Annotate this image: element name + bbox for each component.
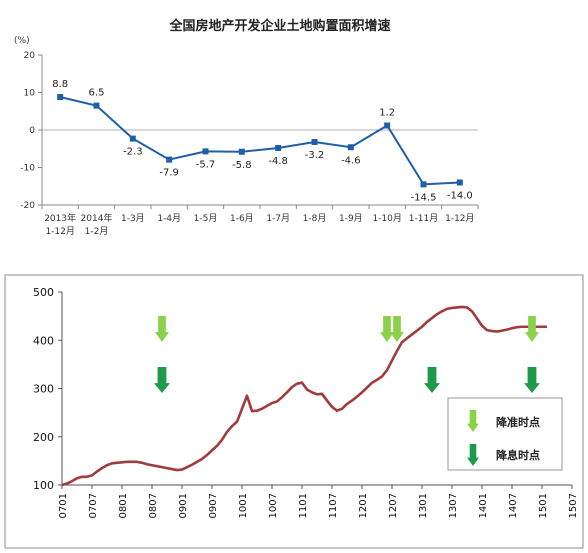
top-x-tick-label: 1-10月 bbox=[372, 213, 401, 224]
bottom-x-tick-label: 1201 bbox=[358, 493, 369, 518]
top-x-tick-label: 1-6月 bbox=[230, 213, 254, 224]
rate-cut-arrow bbox=[524, 367, 540, 393]
top-data-label: -5.7 bbox=[196, 159, 216, 170]
top-data-point bbox=[347, 144, 354, 151]
top-y-tick-label: 20 bbox=[24, 51, 36, 61]
bottom-x-tick-label: 1407 bbox=[508, 493, 519, 518]
bottom-x-tick-label: 0901 bbox=[178, 493, 189, 518]
bottom-x-tick-label: 1107 bbox=[328, 493, 339, 518]
land-purchase-growth-chart: 全国房地产开发企业土地购置面积增速 (%) 20 10 0 -10 -20 8.8 6.5… bbox=[14, 18, 479, 237]
top-data-label: -14.5 bbox=[411, 192, 437, 203]
bottom-x-tick-label: 1207 bbox=[388, 493, 399, 518]
bottom-y-tick-label: 200 bbox=[33, 431, 54, 444]
top-data-point bbox=[275, 145, 282, 151]
top-data-point bbox=[420, 181, 427, 188]
bottom-x-tick-label: 1001 bbox=[238, 493, 249, 518]
top-x-tick-label: 1-12月 bbox=[445, 213, 474, 224]
top-data-point bbox=[57, 94, 64, 100]
top-data-label: -4.8 bbox=[268, 156, 288, 167]
bottom-chart-series bbox=[61, 305, 547, 487]
top-data-label: -14.0 bbox=[447, 191, 473, 202]
bottom-x-tick-label: 1007 bbox=[268, 493, 279, 518]
top-y-tick-label: 0 bbox=[29, 126, 35, 136]
top-data-label: -7.9 bbox=[159, 168, 179, 179]
bottom-x-tick-label: 1501 bbox=[538, 493, 549, 518]
top-x-tick-label: 2014年 bbox=[81, 212, 113, 224]
top-chart-x-ticks: 2013年 1-12月 2014年 1-2月 1-3月 1-4月 1-5月 1-6月 1-7月 1… bbox=[44, 212, 474, 237]
top-x-tick-label: 1-8月 bbox=[303, 213, 327, 224]
top-y-tick-label: 10 bbox=[24, 89, 36, 99]
top-data-label: 1.2 bbox=[379, 108, 395, 119]
legend-label-rrr-cut: 降准时点 bbox=[496, 415, 540, 429]
top-x-tick-label: 1-5月 bbox=[194, 213, 218, 224]
bottom-x-tick-label: 1301 bbox=[418, 493, 429, 518]
legend-rrr-cut-arrow bbox=[467, 410, 479, 432]
top-series-line bbox=[59, 96, 460, 186]
bottom-x-tick-label: 1307 bbox=[448, 493, 459, 518]
bottom-x-tick-label: 0707 bbox=[88, 493, 99, 518]
rrr-cut-arrow bbox=[380, 316, 394, 342]
bottom-y-tick-label: 500 bbox=[33, 286, 54, 299]
top-data-point bbox=[93, 102, 100, 109]
rrr-cut-arrow bbox=[155, 316, 169, 342]
top-x-tick-label: 1-3月 bbox=[121, 213, 145, 224]
top-data-label: -2.3 bbox=[123, 147, 143, 158]
bottom-x-tick-label: 1401 bbox=[478, 493, 489, 518]
rate-cut-arrow bbox=[154, 367, 170, 393]
top-chart-series bbox=[57, 94, 463, 188]
top-data-point bbox=[311, 139, 318, 145]
top-data-label: -3.2 bbox=[305, 150, 325, 161]
bottom-chart-axes: 500 400 300 200 100 0701 0707 0801 0807 0901 0907 1… bbox=[33, 286, 579, 518]
bottom-chart-legend: 降准时点 降息时点 bbox=[447, 397, 563, 471]
top-chart-axes: 20 10 0 -10 -20 bbox=[20, 51, 479, 211]
bottom-x-tick-label: 0907 bbox=[208, 493, 219, 518]
top-x-tick-label: 1-11月 bbox=[409, 213, 438, 224]
bottom-series-line bbox=[61, 305, 547, 487]
top-data-point bbox=[166, 156, 173, 163]
bottom-x-tick-label: 0701 bbox=[58, 493, 69, 518]
bottom-y-tick-label: 100 bbox=[33, 479, 54, 492]
top-y-tick-label: -10 bbox=[20, 164, 35, 174]
top-x-tick-label: 1-9月 bbox=[339, 213, 363, 224]
top-chart-title: 全国房地产开发企业土地购置面积增速 bbox=[168, 18, 390, 34]
bottom-x-tick-label: 1101 bbox=[298, 493, 309, 518]
top-data-point bbox=[384, 122, 391, 129]
top-chart-data-labels: 8.8 6.5 -2.3 -7.9 -5.7 -5.8 -4.8 -3.2 -4.6 1.2 -14… bbox=[52, 79, 473, 203]
rrr-cut-arrow bbox=[525, 316, 539, 342]
top-data-point bbox=[456, 179, 463, 186]
top-x-tick-label: 2013年 bbox=[44, 212, 76, 224]
top-data-point bbox=[238, 148, 245, 155]
legend-box bbox=[447, 397, 563, 471]
rate-cut-arrow bbox=[424, 367, 440, 393]
top-x-tick-label: 1-4月 bbox=[157, 213, 181, 224]
top-data-point bbox=[202, 148, 209, 155]
bottom-x-tick-label: 1507 bbox=[568, 493, 579, 518]
bottom-chart-policy-markers bbox=[154, 316, 540, 393]
top-data-label: 6.5 bbox=[89, 88, 105, 99]
top-x-tick-label: 1-7月 bbox=[266, 213, 290, 224]
rrr-cut-arrow bbox=[390, 316, 404, 342]
top-data-label: -5.8 bbox=[232, 160, 252, 171]
top-y-tick-label: -20 bbox=[20, 201, 35, 211]
top-data-label: -4.6 bbox=[341, 155, 361, 166]
bottom-y-tick-label: 300 bbox=[33, 383, 54, 396]
price-index-chart: 500 400 300 200 100 0701 0707 0801 0807 0901 0907 1… bbox=[4, 274, 584, 549]
bottom-x-tick-label: 0807 bbox=[148, 493, 159, 518]
top-data-label: 8.8 bbox=[52, 79, 68, 90]
legend-label-rate-cut: 降息时点 bbox=[496, 448, 540, 462]
bottom-y-tick-label: 400 bbox=[33, 334, 54, 347]
top-data-point bbox=[129, 135, 136, 142]
top-x-tick-label: 1-12月 bbox=[45, 226, 74, 237]
top-chart-y-unit: (%) bbox=[14, 36, 30, 46]
legend-rate-cut-arrow bbox=[467, 444, 479, 466]
top-x-tick-label: 1-2月 bbox=[85, 226, 109, 237]
bottom-x-tick-label: 0801 bbox=[118, 493, 129, 518]
